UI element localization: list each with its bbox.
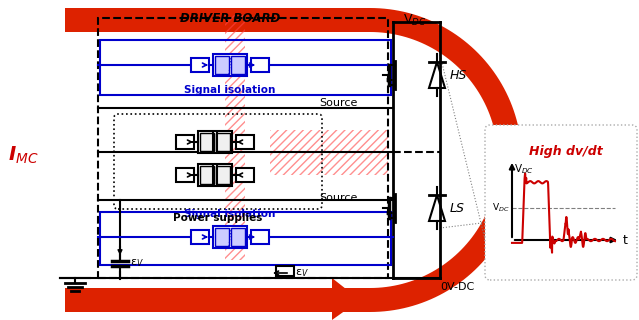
Bar xyxy=(176,168,194,182)
Bar xyxy=(213,54,247,76)
Text: Source: Source xyxy=(320,98,358,108)
Bar xyxy=(198,164,232,186)
Bar xyxy=(236,135,254,149)
FancyBboxPatch shape xyxy=(485,125,637,280)
Text: I$_{MC}$: I$_{MC}$ xyxy=(8,144,39,166)
Text: Signal isolation: Signal isolation xyxy=(184,85,275,95)
Bar xyxy=(213,226,247,248)
Text: V$_{DC}$: V$_{DC}$ xyxy=(514,162,534,176)
Text: ε$_V$: ε$_V$ xyxy=(130,257,144,269)
Polygon shape xyxy=(295,289,320,311)
Bar xyxy=(200,133,214,151)
Bar xyxy=(231,228,245,246)
Bar xyxy=(100,40,391,95)
Bar xyxy=(200,166,214,184)
Bar xyxy=(231,56,245,74)
Polygon shape xyxy=(332,278,360,320)
Text: Signal isolation: Signal isolation xyxy=(184,209,275,219)
Bar xyxy=(236,168,254,182)
Bar xyxy=(270,130,388,175)
Bar xyxy=(276,266,294,276)
Text: V$_{DC}$: V$_{DC}$ xyxy=(403,13,427,28)
Bar xyxy=(191,230,209,244)
Bar xyxy=(98,18,388,278)
Bar xyxy=(176,135,194,149)
Text: LS: LS xyxy=(450,202,465,214)
Bar xyxy=(100,212,391,265)
Bar xyxy=(215,56,229,74)
Text: High dv/dt: High dv/dt xyxy=(529,145,603,158)
Text: 0V-DC: 0V-DC xyxy=(440,282,474,292)
Text: V$_{DC}$: V$_{DC}$ xyxy=(493,202,510,214)
Text: Source: Source xyxy=(320,193,358,203)
Bar xyxy=(198,131,232,153)
Text: ε$_V$: ε$_V$ xyxy=(295,267,309,279)
Text: t: t xyxy=(623,234,628,246)
Bar xyxy=(251,58,269,72)
Bar xyxy=(216,166,230,184)
Bar xyxy=(225,15,245,260)
Polygon shape xyxy=(65,8,522,312)
Bar xyxy=(215,228,229,246)
Text: Power supplies: Power supplies xyxy=(173,213,263,223)
Bar xyxy=(251,230,269,244)
Text: HS: HS xyxy=(450,68,467,82)
Text: DRIVER BOARD: DRIVER BOARD xyxy=(180,12,280,25)
Bar xyxy=(216,133,230,151)
Bar xyxy=(191,58,209,72)
